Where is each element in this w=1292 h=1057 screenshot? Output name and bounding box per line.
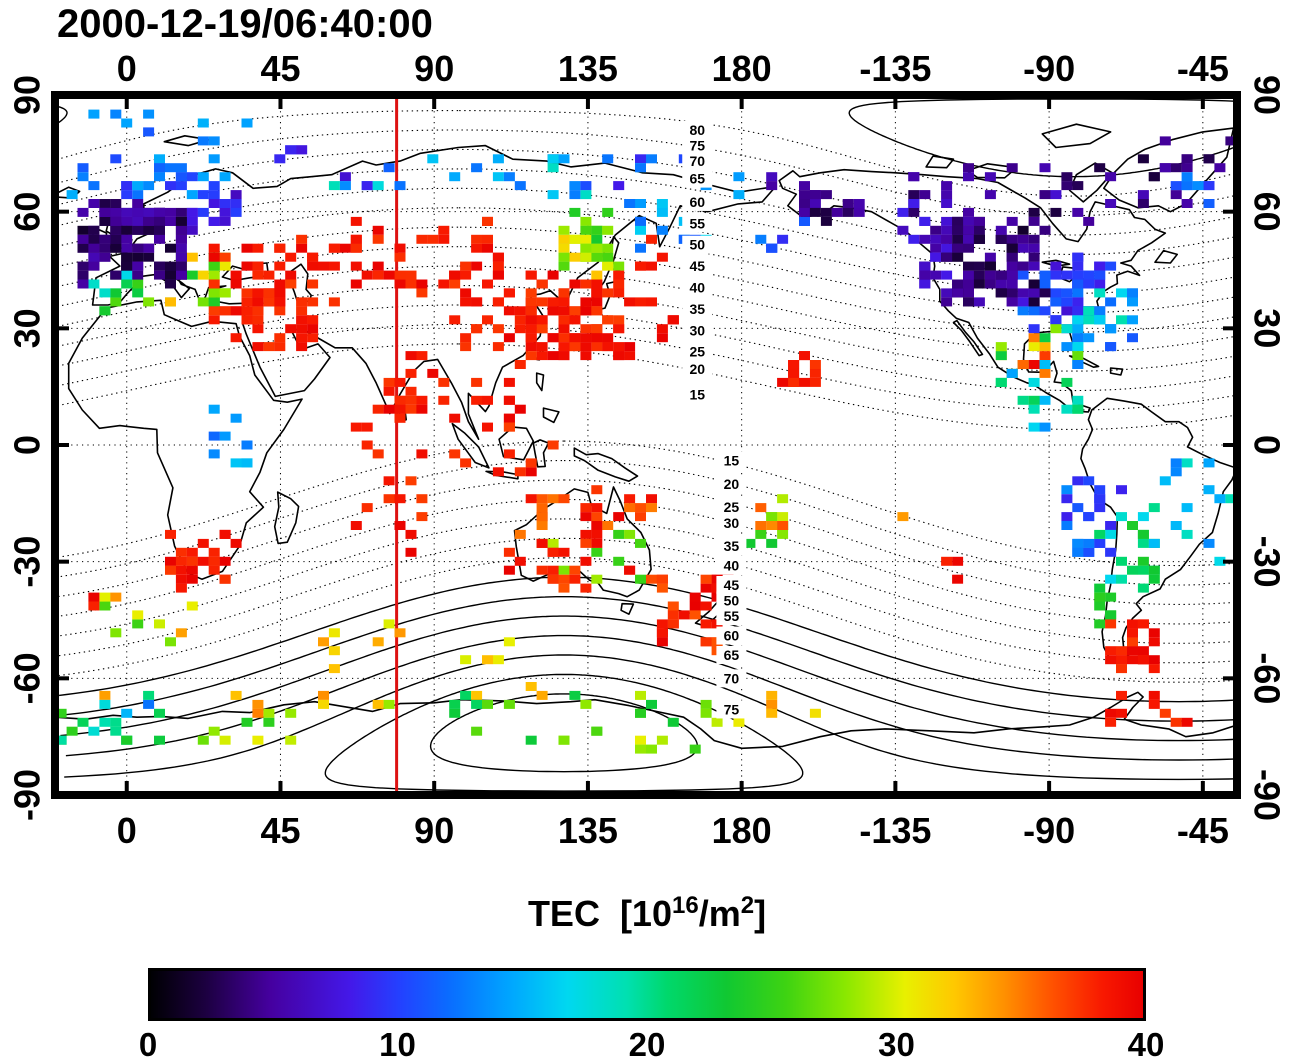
lat-tick-label-right: 60 (1246, 192, 1287, 232)
lon-tick-label-top: 135 (558, 48, 618, 89)
svg-text:60: 60 (724, 628, 740, 644)
tec-scatter-layer (55, 109, 1237, 754)
lon-tick-label-bottom: 0 (117, 810, 137, 851)
colorbar-title-mid: /m (698, 893, 741, 934)
svg-text:75: 75 (724, 701, 740, 717)
lon-tick-label-bottom: -135 (859, 810, 931, 851)
colorbar-title-suffix: ] (754, 893, 767, 934)
coastline-luzon (535, 372, 545, 392)
axes-layer: 0045459090135135180180-135-135-90-90-45-… (7, 48, 1288, 851)
lon-tick-label-top: 0 (117, 48, 137, 89)
lon-tick-label-bottom: 45 (260, 810, 300, 851)
coastline-sulawesi (532, 439, 550, 468)
contour-label-layer: 8075706560555045403530252015152025303540… (682, 121, 747, 719)
lat-tick-label-left: -60 (7, 652, 48, 704)
svg-text:60: 60 (689, 194, 705, 210)
colorbar-title-prefix: TEC [10 (527, 893, 672, 934)
colorbar-gradient (148, 968, 1146, 1021)
colorbar-tick-label: 0 (138, 1026, 158, 1057)
svg-text:20: 20 (689, 361, 705, 377)
coastline-sumatra (451, 422, 490, 469)
lon-tick-label-bottom: 90 (414, 810, 454, 851)
svg-text:70: 70 (689, 153, 705, 169)
svg-text:55: 55 (724, 608, 740, 624)
colorbar-tick-label: 20 (628, 1026, 666, 1057)
colorbar (148, 968, 1146, 1021)
lon-tick-label-top: 90 (414, 48, 454, 89)
lat-tick-label-left: 90 (7, 75, 48, 115)
colorbar-tick-label: 40 (1127, 1026, 1165, 1057)
coastline-banks-island (925, 155, 955, 169)
svg-text:20: 20 (724, 476, 740, 492)
lon-tick-label-bottom: -90 (1023, 810, 1075, 851)
svg-text:75: 75 (689, 138, 705, 154)
svg-text:65: 65 (724, 647, 740, 663)
lon-tick-label-bottom: 180 (712, 810, 772, 851)
svg-text:50: 50 (724, 593, 740, 609)
svg-text:40: 40 (724, 558, 740, 574)
coastline-ellesmere (1041, 123, 1112, 149)
svg-text:25: 25 (724, 499, 740, 515)
timestamp-title: 2000-12-19/06:40:00 (57, 2, 433, 46)
lat-tick-label-right: 0 (1246, 435, 1287, 455)
colorbar-title: TEC [1016/m2] (527, 892, 767, 935)
lat-tick-label-left: 60 (7, 192, 48, 232)
lat-tick-label-right: -60 (1246, 652, 1287, 704)
svg-text:65: 65 (689, 171, 705, 187)
coastline-madagascar (273, 491, 300, 545)
colorbar-title-exponent: 16 (671, 892, 699, 919)
lat-tick-label-right: 30 (1246, 308, 1287, 348)
svg-text:25: 25 (689, 344, 705, 360)
svg-text:15: 15 (689, 386, 705, 402)
coastline-newfoundland (1154, 249, 1178, 264)
svg-text:45: 45 (724, 577, 740, 593)
lon-tick-label-top: 180 (712, 48, 772, 89)
lon-tick-label-top: -45 (1177, 48, 1229, 89)
svg-text:35: 35 (724, 538, 740, 554)
svg-text:55: 55 (689, 215, 705, 231)
lon-tick-label-top: 45 (260, 48, 300, 89)
lon-tick-label-top: -135 (859, 48, 931, 89)
lon-tick-label-bottom: -45 (1177, 810, 1229, 851)
lat-tick-label-right: 90 (1246, 75, 1287, 115)
coastline-mindanao (542, 407, 560, 424)
svg-text:45: 45 (689, 258, 705, 274)
lat-tick-label-right: -90 (1246, 769, 1287, 821)
coastline-eurasia (91, 144, 777, 440)
colorbar-tick-row: 0 10 20 30 40 (139, 1026, 1165, 1057)
svg-text:70: 70 (724, 670, 740, 686)
coastline-baja-california (952, 319, 984, 357)
svg-text:35: 35 (689, 301, 705, 317)
coastline-hispaniola (1109, 367, 1124, 376)
lon-tick-label-bottom: 135 (558, 810, 618, 851)
lat-tick-label-left: 0 (7, 435, 48, 455)
colorbar-tick-label: 10 (379, 1026, 416, 1057)
svg-text:30: 30 (724, 515, 740, 531)
svg-text:30: 30 (689, 322, 705, 338)
coastline-caspian-sea (286, 263, 312, 303)
svg-text:50: 50 (689, 237, 705, 253)
lat-tick-label-left: -90 (7, 769, 48, 821)
colorbar-tick-label: 30 (878, 1026, 915, 1057)
lat-tick-label-right: -30 (1246, 536, 1287, 588)
svg-text:40: 40 (689, 280, 705, 296)
coastline-antarctica-coast (55, 691, 1237, 750)
coastline-baffin (1068, 162, 1114, 203)
svg-text:15: 15 (724, 453, 740, 469)
svg-text:80: 80 (689, 122, 705, 138)
lon-tick-label-top: -90 (1023, 48, 1075, 89)
lat-tick-label-left: 30 (7, 308, 48, 348)
coastline-new-guinea (573, 447, 639, 482)
lat-tick-label-left: -30 (7, 536, 48, 588)
colorbar-title-exponent-2: 2 (740, 892, 755, 919)
coastline-tasmania (620, 602, 635, 615)
